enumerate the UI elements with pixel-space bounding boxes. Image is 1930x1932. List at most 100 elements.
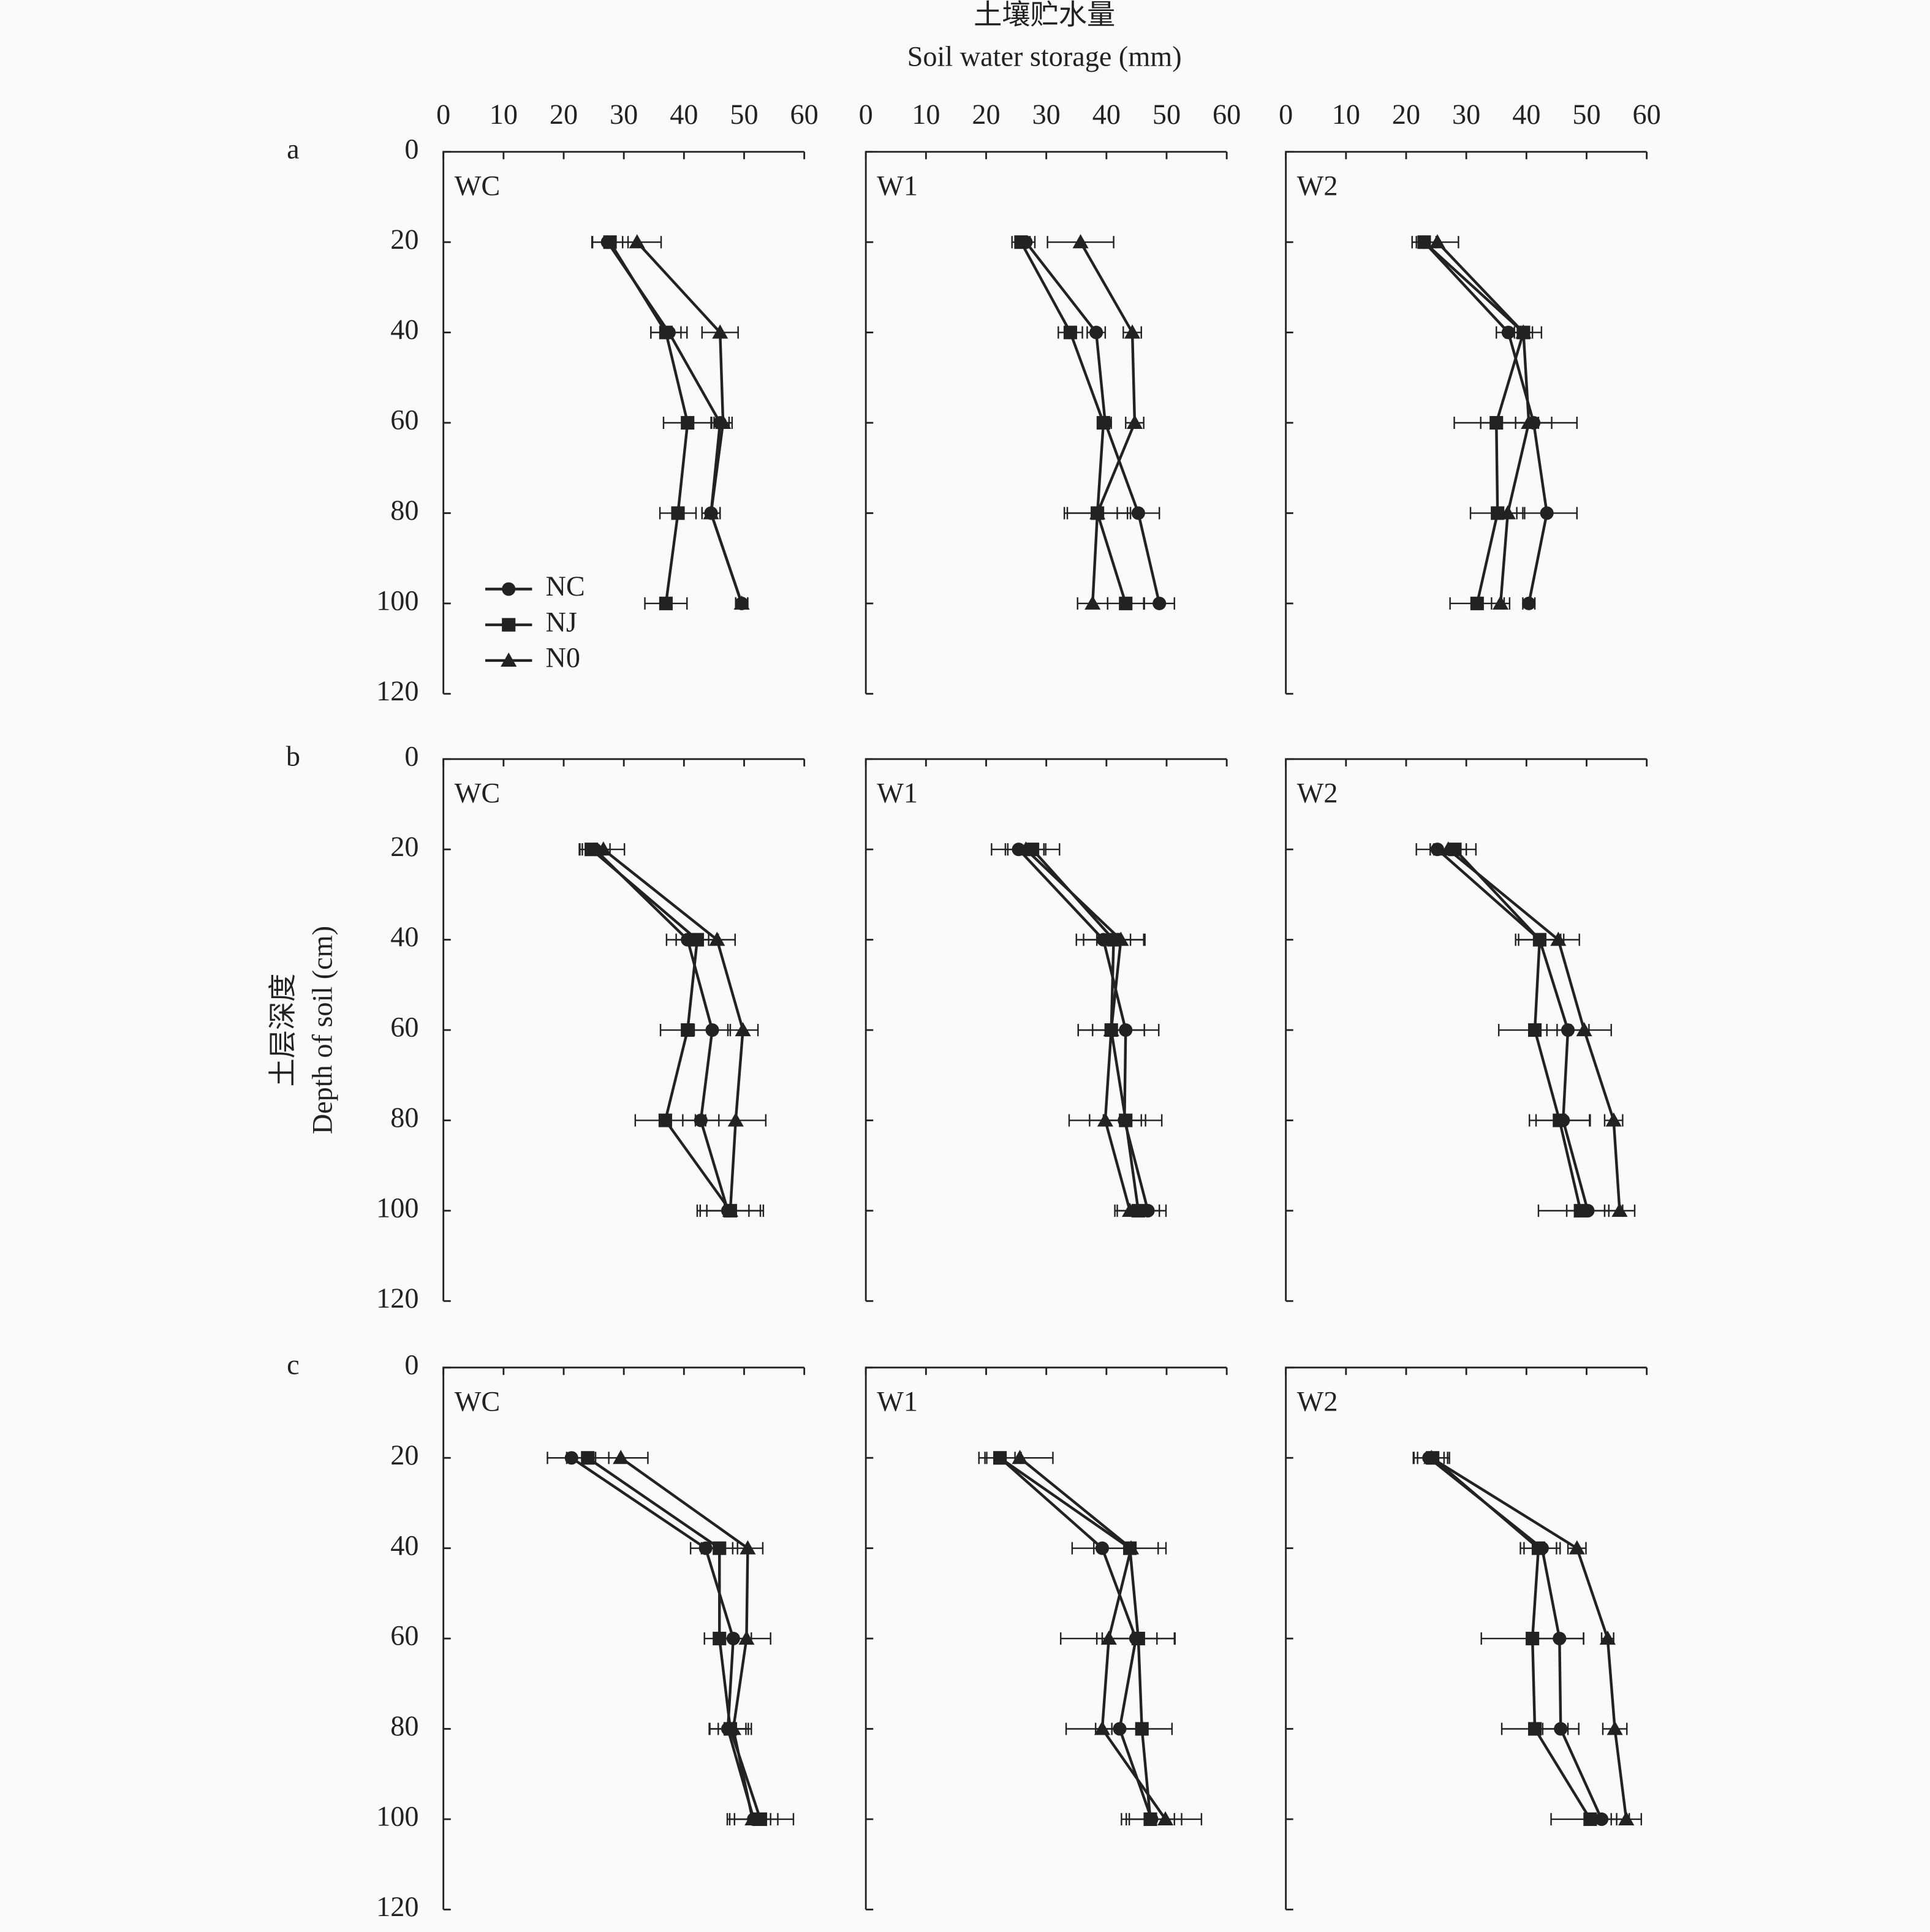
data-point	[1018, 841, 1034, 856]
data-point	[1100, 1631, 1117, 1645]
data-point	[629, 234, 645, 249]
x-tick-label: 50	[730, 99, 758, 130]
x-tick-label: 20	[1392, 99, 1420, 130]
x-tick-label: 0	[1279, 99, 1293, 130]
data-point	[1573, 1203, 1588, 1218]
x-tick-label: 40	[1092, 99, 1121, 130]
data-point	[694, 1113, 708, 1127]
panel-label: W2	[1297, 1386, 1338, 1417]
y-tick-label: 20	[390, 1439, 418, 1471]
legend-marker	[502, 618, 516, 632]
panel-label: W1	[877, 778, 918, 809]
y-tick-label: 120	[376, 1891, 418, 1922]
data-point	[1089, 505, 1106, 520]
y-tick-label: 20	[390, 831, 418, 862]
data-point	[1522, 596, 1536, 610]
data-point	[1113, 931, 1129, 946]
data-point	[595, 841, 611, 856]
data-point	[703, 505, 719, 520]
data-point	[1152, 596, 1167, 610]
x-tick-label: 60	[1633, 99, 1661, 130]
legend-label: N0	[546, 642, 581, 673]
data-point	[713, 1541, 727, 1555]
data-point	[1540, 506, 1554, 520]
y-tick-label: 60	[390, 1620, 418, 1651]
y-tick-label: 20	[390, 224, 418, 255]
legend-label: NJ	[546, 606, 577, 637]
y-tick-label: 100	[376, 585, 418, 616]
x-tick-label: 20	[550, 99, 578, 130]
x-tick-label: 0	[436, 99, 450, 130]
data-point	[1429, 234, 1446, 249]
legend-marker	[502, 582, 516, 596]
data-point	[659, 596, 673, 610]
data-point	[659, 325, 673, 339]
data-point	[1072, 234, 1089, 249]
y-tick-label: 40	[390, 314, 418, 345]
data-point	[1550, 931, 1567, 946]
row-label: a	[287, 133, 300, 164]
data-point	[1583, 1812, 1597, 1826]
x-tick-label: 10	[912, 99, 940, 130]
y-tick-label: 80	[390, 1710, 418, 1741]
data-point	[1094, 1721, 1111, 1735]
data-point	[1014, 235, 1028, 249]
data-point	[1553, 1113, 1567, 1127]
panel-label: W2	[1297, 170, 1338, 202]
data-point	[1526, 1632, 1540, 1646]
data-point	[681, 1023, 695, 1037]
x-tick-label: 10	[1332, 99, 1360, 130]
data-point	[1599, 1631, 1616, 1645]
data-point	[1515, 324, 1532, 339]
x-tick-label: 30	[1032, 99, 1061, 130]
y-tick-label: 100	[376, 1192, 418, 1223]
data-point	[1123, 1540, 1140, 1555]
data-point	[690, 933, 704, 947]
axis-lines	[865, 758, 1227, 1301]
data-point	[1499, 505, 1516, 520]
y-tick-label: 60	[390, 1012, 418, 1043]
y-tick-label: 80	[390, 494, 418, 526]
row-label: b	[286, 740, 300, 771]
x-tick-label: 40	[670, 99, 698, 130]
axis-lines	[865, 151, 1227, 694]
y-tick-label: 120	[376, 675, 418, 707]
x-tick-label: 60	[1213, 99, 1241, 130]
y-title-en: Depth of soil (cm)	[306, 926, 338, 1134]
panel-label: W2	[1297, 778, 1338, 809]
axis-lines	[442, 151, 804, 694]
panel-label: WC	[455, 778, 500, 809]
x-tick-label: 30	[1452, 99, 1480, 130]
data-point	[1528, 1023, 1542, 1037]
data-point	[1131, 506, 1145, 520]
data-point	[1611, 1202, 1628, 1217]
data-point	[1605, 1112, 1622, 1127]
panel-label: W1	[877, 1386, 918, 1417]
data-point	[1097, 1112, 1113, 1127]
data-point	[722, 1202, 738, 1217]
x-tick-label: 60	[790, 99, 819, 130]
y-title-zh: 土层深度	[267, 974, 298, 1087]
data-point	[613, 1450, 629, 1464]
data-point	[1606, 1721, 1623, 1735]
data-point	[1122, 1202, 1138, 1217]
x-tick-label: 30	[610, 99, 638, 130]
x-tick-label: 50	[1152, 99, 1181, 130]
x-tick-label: 0	[859, 99, 873, 130]
data-point	[1126, 414, 1143, 430]
data-point	[681, 415, 695, 430]
data-point	[1063, 325, 1077, 339]
x-tick-label: 40	[1512, 99, 1540, 130]
data-point	[1576, 1021, 1592, 1037]
data-point	[1089, 325, 1103, 339]
x-tick-label: 20	[972, 99, 1000, 130]
axis-lines	[1285, 1366, 1647, 1910]
y-tick-label: 80	[390, 1102, 418, 1133]
data-point	[1618, 1811, 1635, 1825]
data-point	[1084, 595, 1101, 610]
panel-label: WC	[455, 1386, 500, 1417]
x-tick-label: 50	[1572, 99, 1600, 130]
legend-marker	[501, 652, 517, 667]
